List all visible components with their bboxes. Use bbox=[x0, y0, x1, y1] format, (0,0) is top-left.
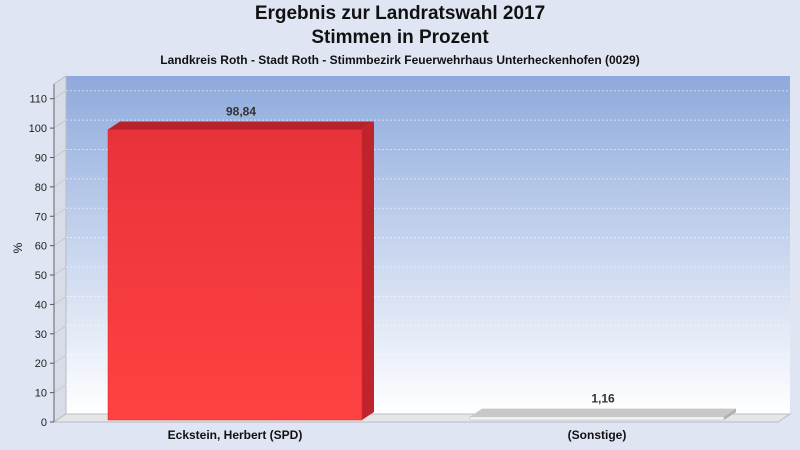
y-tick-label: 30 bbox=[35, 329, 47, 341]
grid-line-side bbox=[53, 237, 67, 247]
y-tick-label: 50 bbox=[35, 270, 47, 282]
y-tick-label: 10 bbox=[35, 388, 47, 400]
chart-title-line2: Stimmen in Prozent bbox=[311, 27, 489, 48]
grid-line-side bbox=[53, 119, 67, 129]
grid-line-side bbox=[53, 90, 67, 100]
bar-side bbox=[724, 408, 736, 420]
y-tick-label: 80 bbox=[35, 182, 47, 194]
grid-line-side bbox=[53, 149, 67, 158]
bars bbox=[107, 121, 736, 421]
y-tick-label: 110 bbox=[29, 94, 47, 106]
grid-line-side bbox=[53, 384, 67, 394]
bar-top bbox=[470, 408, 736, 417]
chart-subtitle: Landkreis Roth - Stadt Roth - Stimmbezir… bbox=[160, 53, 640, 67]
x-category-label: (Sonstige) bbox=[568, 428, 627, 442]
grid-line-side bbox=[53, 178, 67, 188]
bar-top bbox=[108, 121, 374, 130]
bar bbox=[469, 416, 725, 421]
y-tick-label: 40 bbox=[35, 299, 47, 311]
y-tick-label: 60 bbox=[35, 241, 47, 253]
data-label: 98,84 bbox=[226, 104, 256, 118]
grid-line-side bbox=[53, 266, 67, 276]
data-label: 1,16 bbox=[591, 392, 615, 406]
grid-line-side bbox=[53, 296, 67, 305]
bar-side bbox=[362, 121, 374, 421]
plot-side-wall bbox=[53, 75, 67, 423]
y-axis-label: % bbox=[11, 242, 25, 253]
grid-line-side bbox=[53, 207, 67, 217]
y-tick-label: 100 bbox=[29, 123, 47, 135]
grid-line-side bbox=[53, 354, 67, 364]
bar bbox=[107, 129, 363, 421]
y-tick-label: 0 bbox=[41, 417, 47, 429]
labels: 98,84 Eckstein, Herbert (SPD) 1,16 (Sonstig… bbox=[168, 104, 627, 442]
y-tick-label: 90 bbox=[35, 152, 47, 164]
y-tick-label: 70 bbox=[35, 211, 47, 223]
x-category-label: Eckstein, Herbert (SPD) bbox=[168, 428, 303, 442]
chart-title: Ergebnis zur Landratswahl 2017 bbox=[254, 3, 546, 24]
axes: 0 10 20 30 40 50 60 70 80 90 100 110 bbox=[29, 84, 55, 429]
y-tick-label: 20 bbox=[35, 358, 47, 370]
grid-line-side bbox=[53, 325, 67, 335]
